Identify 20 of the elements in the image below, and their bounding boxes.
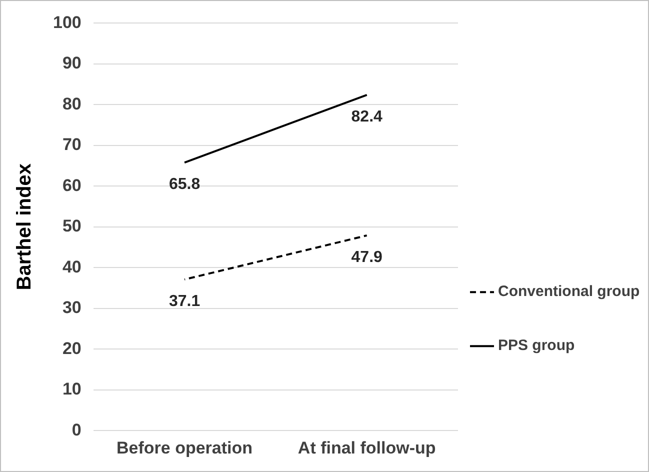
data-label: 82.4 [351,108,383,126]
y-tick-label: 30 [62,298,82,318]
x-tick-label: At final follow-up [298,438,436,458]
y-tick-label: 100 [52,12,82,32]
data-label: 47.9 [351,248,383,266]
y-tick-label: 70 [62,135,82,154]
legend-label: PPS group [498,337,575,354]
data-label: 37.1 [168,292,200,310]
y-tick-label: 10 [62,380,82,399]
y-tick-label: 40 [62,257,82,276]
y-axis-title: Barthel index [14,164,36,290]
y-tick-label: 90 [62,54,82,73]
y-tick-label: 80 [62,94,82,114]
data-label: 65.8 [168,176,200,193]
y-tick-label: 0 [72,420,82,440]
y-tick-label: 60 [62,176,82,195]
y-tick-label: 50 [62,216,82,236]
x-tick-label: Before operation [116,438,253,458]
y-tick-label: 20 [62,338,82,358]
legend-label: Conventional group [498,283,640,300]
